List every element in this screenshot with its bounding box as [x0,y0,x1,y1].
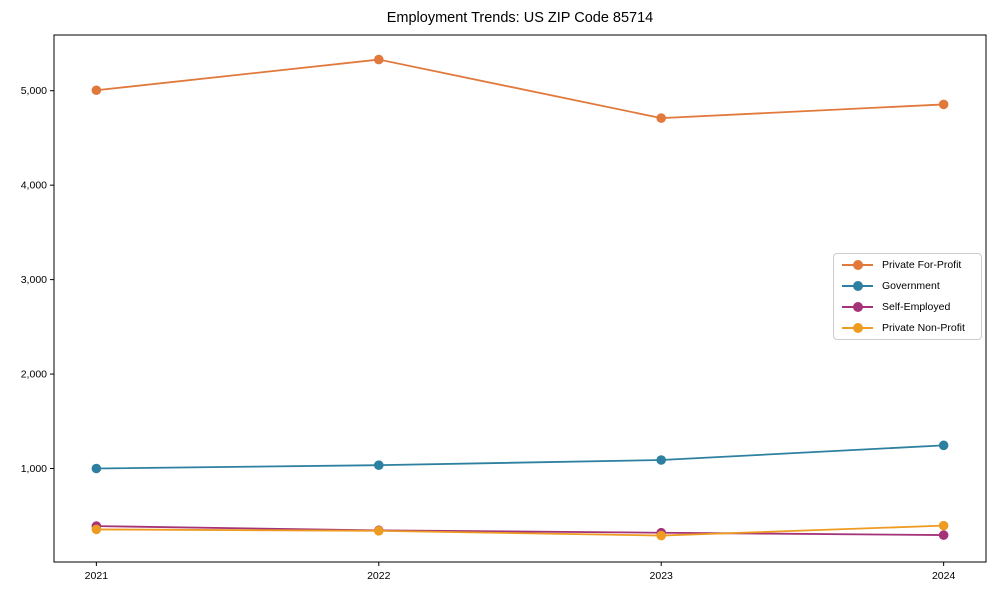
data-point-marker [656,455,667,465]
legend-line-marker-icon [842,323,873,333]
legend-item: Government [840,276,975,297]
x-axis-tick-label: 2023 [650,570,674,582]
y-axis-tick-label: 5,000 [21,85,47,97]
x-axis-tick-label: 2021 [85,570,109,582]
legend-line-marker-icon [842,260,873,270]
legend-label: Self-Employed [882,300,951,313]
legend-line-marker-icon [842,302,873,312]
x-axis-tick-label: 2022 [367,570,391,582]
series-line-government [96,444,944,470]
chart-title: Employment Trends: US ZIP Code 85714 [386,10,654,26]
data-point-marker [656,530,667,541]
series-line-private-non-profit [96,524,944,537]
data-point-marker [938,530,949,540]
data-point-marker [938,440,949,451]
series-line-private-for-profit [96,58,944,120]
y-axis-tick-label: 3,000 [21,274,47,286]
data-point-marker [938,99,949,110]
legend-label: Private For-Profit [882,258,962,271]
data-point-marker [938,520,949,531]
legend-line-marker-icon [842,281,873,291]
data-point-marker [373,460,384,470]
series-line-self-employed [96,525,944,536]
data-point-marker [91,524,102,535]
legend: Private For-Profit Government Self-Employe… [833,253,982,340]
y-axis-tick-label: 2,000 [21,369,47,381]
legend-item: Private For-Profit [840,255,975,276]
data-point-marker [656,113,667,123]
data-point-marker [373,526,384,536]
plot-frame [53,34,987,563]
data-point-marker [373,54,384,65]
legend-label: Government [882,279,940,292]
y-axis-tick-label: 4,000 [21,180,47,192]
data-point-marker [91,85,102,96]
legend-label: Private Non-Profit [882,321,965,334]
legend-item: Private Non-Profit [840,318,975,339]
legend-item: Self-Employed [840,297,975,318]
data-point-marker [91,463,102,474]
y-axis-tick-label: 1,000 [21,463,47,475]
x-axis-tick-label: 2024 [932,570,956,582]
